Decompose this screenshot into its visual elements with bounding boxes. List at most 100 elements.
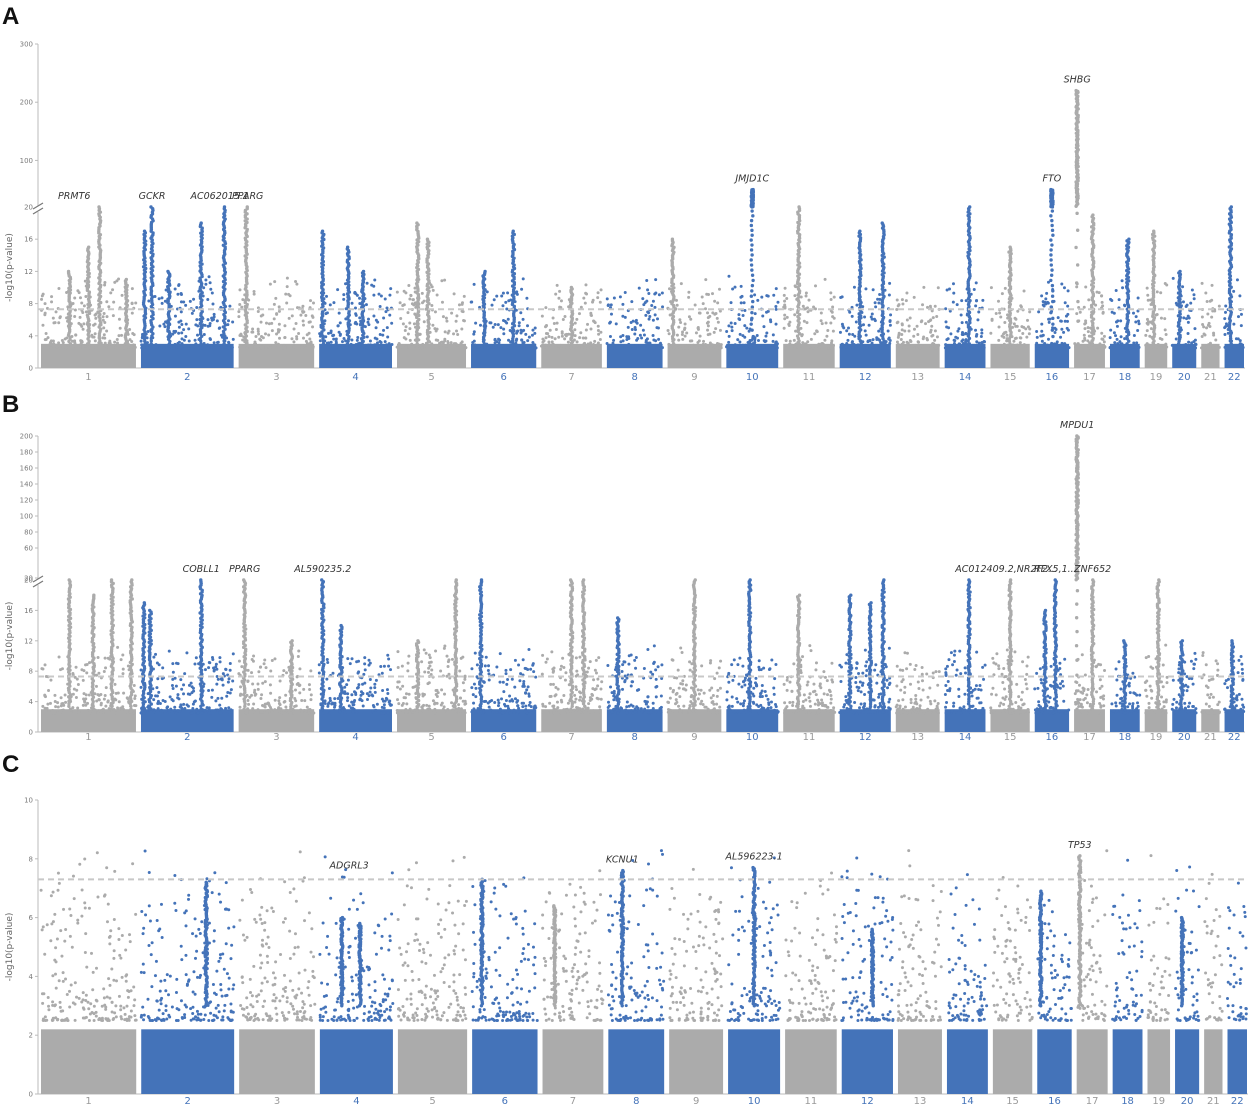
snp-point bbox=[216, 340, 220, 344]
snp-point bbox=[742, 301, 746, 305]
snp-point bbox=[57, 286, 61, 290]
snp-point bbox=[210, 291, 214, 295]
snp-point bbox=[1136, 329, 1140, 333]
snp-point bbox=[1059, 335, 1063, 339]
snp-point bbox=[179, 300, 183, 304]
snp-point bbox=[430, 303, 434, 307]
snp-point bbox=[274, 296, 278, 300]
snp-point bbox=[677, 338, 681, 342]
peak-point bbox=[1076, 319, 1080, 323]
peak-point bbox=[415, 342, 419, 346]
snp-point bbox=[502, 332, 506, 336]
snp-point bbox=[227, 346, 231, 350]
snp-point bbox=[231, 337, 235, 341]
snp-point bbox=[608, 343, 612, 347]
snp-point bbox=[192, 344, 196, 348]
snp-point bbox=[117, 317, 121, 321]
snp-point bbox=[1224, 304, 1228, 308]
peak-point bbox=[361, 269, 366, 274]
peak-point bbox=[750, 316, 754, 321]
snp-point bbox=[593, 339, 597, 343]
snp-point bbox=[519, 345, 523, 349]
y-tick-label: 100 bbox=[20, 513, 33, 521]
snp-point bbox=[871, 346, 875, 350]
snp-point bbox=[1185, 317, 1189, 321]
snp-point bbox=[130, 311, 134, 315]
snp-point bbox=[96, 656, 100, 660]
snp-point bbox=[334, 337, 338, 341]
snp-point bbox=[432, 345, 436, 349]
snp-point bbox=[1024, 327, 1028, 331]
snp-point bbox=[547, 340, 551, 344]
snp-point bbox=[264, 321, 268, 325]
snp-point bbox=[852, 342, 856, 346]
snp-point bbox=[597, 332, 601, 336]
snp-point bbox=[1026, 318, 1030, 322]
snp-point bbox=[931, 341, 935, 345]
snp-point bbox=[474, 321, 478, 325]
snp-point bbox=[1239, 324, 1243, 328]
snp-point bbox=[998, 311, 1002, 315]
snp-point bbox=[1040, 339, 1044, 343]
snp-point bbox=[366, 343, 370, 347]
snp-point bbox=[406, 332, 410, 336]
snp-point bbox=[1114, 289, 1118, 293]
snp-point bbox=[974, 281, 978, 285]
y-tick-label: 140 bbox=[20, 481, 33, 489]
snp-point bbox=[1116, 345, 1120, 349]
peak-point bbox=[1050, 243, 1054, 247]
snp-point bbox=[1146, 298, 1150, 302]
snp-point bbox=[157, 297, 161, 301]
snp-point bbox=[420, 346, 424, 350]
snp-point bbox=[1036, 345, 1040, 349]
snp-point bbox=[87, 693, 91, 697]
snp-point bbox=[61, 344, 65, 348]
snp-point bbox=[637, 286, 641, 290]
snp-point bbox=[787, 323, 791, 327]
snp-point bbox=[548, 328, 552, 332]
snp-point bbox=[323, 319, 327, 323]
snp-point bbox=[687, 315, 691, 319]
snp-point bbox=[647, 291, 651, 295]
snp-point bbox=[77, 710, 81, 714]
snp-point bbox=[820, 322, 824, 326]
snp-point bbox=[730, 329, 734, 333]
snp-point bbox=[308, 337, 312, 341]
chromosome-label: 22 bbox=[1228, 372, 1241, 383]
snp-point bbox=[207, 275, 211, 279]
snp-point bbox=[1160, 337, 1164, 341]
snp-point bbox=[411, 298, 415, 302]
snp-point bbox=[654, 339, 658, 343]
snp-point bbox=[656, 344, 660, 348]
snp-point bbox=[559, 299, 563, 303]
peak-point bbox=[1051, 233, 1055, 237]
snp-point bbox=[494, 345, 498, 349]
snp-point bbox=[876, 297, 880, 301]
snp-point bbox=[1108, 336, 1112, 340]
snp-point bbox=[738, 340, 742, 344]
snp-point bbox=[85, 663, 89, 667]
snp-point bbox=[103, 321, 107, 325]
snp-point bbox=[826, 328, 830, 332]
snp-point bbox=[1055, 340, 1059, 344]
snp-point bbox=[413, 301, 417, 305]
snp-point bbox=[730, 325, 734, 329]
snp-point bbox=[122, 691, 126, 695]
snp-point bbox=[182, 300, 186, 304]
snp-point bbox=[434, 338, 438, 342]
snp-point bbox=[1101, 337, 1105, 341]
snp-point bbox=[564, 333, 568, 337]
snp-point bbox=[134, 704, 138, 708]
snp-point bbox=[960, 299, 964, 303]
snp-point bbox=[277, 309, 281, 313]
snp-point bbox=[46, 702, 50, 706]
snp-point bbox=[554, 328, 558, 332]
peak-point bbox=[1049, 263, 1053, 267]
snp-point bbox=[886, 329, 890, 333]
snp-point bbox=[76, 682, 80, 686]
snp-point bbox=[162, 346, 166, 350]
y-tick-label: 300 bbox=[20, 41, 33, 49]
snp-point bbox=[956, 329, 960, 333]
snp-point bbox=[125, 696, 129, 700]
snp-point bbox=[365, 281, 369, 285]
